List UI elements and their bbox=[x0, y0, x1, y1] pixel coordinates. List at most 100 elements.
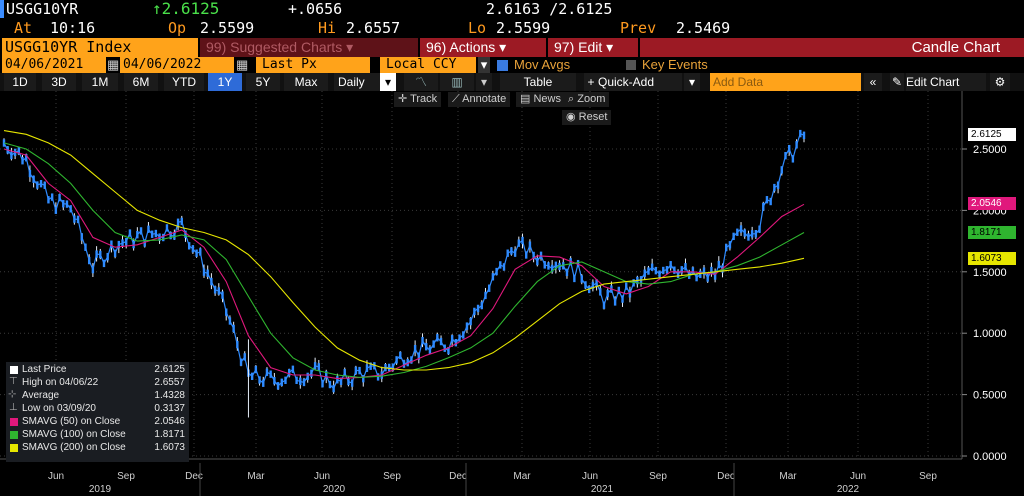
last-value-tag: 1.6073 bbox=[968, 251, 1016, 265]
reset-icon: ◉ bbox=[566, 111, 576, 123]
legend-name: High on 04/06/22 bbox=[22, 377, 99, 388]
legend-value: 1.6073 bbox=[154, 442, 185, 453]
legend-value: 2.6125 bbox=[154, 364, 185, 375]
frequency-select[interactable]: Daily bbox=[334, 73, 382, 91]
security-field[interactable]: USGG10YR Index bbox=[2, 38, 198, 57]
news-label: News bbox=[533, 93, 561, 105]
legend-row-average: ⊹ Average 1.4328 bbox=[6, 389, 189, 402]
mov-avgs-checkbox[interactable] bbox=[497, 60, 508, 71]
x-tick-month: Sep bbox=[919, 471, 937, 482]
period-5y[interactable]: 5Y bbox=[246, 73, 280, 91]
legend-row-high: ⊤ High on 04/06/22 2.6557 bbox=[6, 376, 189, 389]
period-1m[interactable]: 1M bbox=[82, 73, 118, 91]
sma-line bbox=[3, 142, 805, 378]
price-line bbox=[3, 132, 805, 390]
legend-value: 1.4328 bbox=[154, 390, 185, 401]
end-date-field[interactable]: 04/06/2022 bbox=[120, 57, 234, 73]
y-tick-label: 0.5000 bbox=[973, 390, 1007, 402]
x-tick-month: Mar bbox=[513, 471, 531, 482]
chevron-down-icon[interactable]: ▾ bbox=[380, 73, 396, 91]
period-1d[interactable]: 1D bbox=[4, 73, 36, 91]
field-select[interactable]: Last Px bbox=[256, 57, 370, 73]
price-change: +.0656 bbox=[288, 0, 343, 18]
legend-row-sma200: SMAVG (200) on Close 1.6073 bbox=[6, 442, 189, 454]
line-chart-icon[interactable]: 〽 bbox=[404, 73, 438, 91]
pencil-icon: ✎ bbox=[890, 73, 904, 91]
last-value-tag: 2.6125 bbox=[968, 128, 1016, 142]
zoom-label: Zoom bbox=[577, 93, 606, 105]
legend-row-last-price: Last Price 2.6125 bbox=[6, 364, 189, 376]
edit-menu[interactable]: 97) Edit ▾ bbox=[548, 38, 638, 57]
legend-name: Average bbox=[22, 390, 60, 401]
x-axis: Jun Sep Dec Mar Jun Sep Dec Mar Jun Sep Dec Mar Jun S… bbox=[48, 463, 937, 496]
actions-menu[interactable]: 96) Actions ▾ bbox=[420, 38, 546, 57]
calendar-icon[interactable]: ▦ bbox=[107, 57, 119, 72]
table-button[interactable]: Table bbox=[500, 73, 576, 91]
high-marker-icon: ⊤ bbox=[9, 376, 18, 387]
legend-name: Low on 03/09/20 bbox=[22, 403, 96, 414]
legend-value: 2.0546 bbox=[154, 416, 185, 427]
moving-averages bbox=[3, 130, 805, 380]
mov-avgs-label: Mov Avgs bbox=[514, 57, 571, 72]
chevron-down-icon[interactable]: ▾ bbox=[684, 73, 700, 91]
prev-label: Prev bbox=[620, 19, 657, 37]
collapse-icon[interactable]: « bbox=[864, 73, 882, 91]
period-6m[interactable]: 6M bbox=[124, 73, 158, 91]
currency-select[interactable]: Local CCY bbox=[380, 57, 476, 73]
reset-button[interactable]: ◉ Reset bbox=[562, 110, 612, 125]
x-tick-month: Jun bbox=[314, 471, 330, 482]
magnifier-icon: ⌕ bbox=[568, 93, 575, 105]
low-label: Lo bbox=[468, 19, 487, 37]
x-tick-month: Sep bbox=[117, 471, 135, 482]
start-date-field[interactable]: 04/06/2021 bbox=[2, 57, 106, 73]
low-price: 2.5599 bbox=[496, 19, 551, 37]
key-events-checkbox[interactable] bbox=[626, 60, 636, 70]
calendar-icon[interactable]: ▦ bbox=[236, 57, 248, 72]
legend-name: SMAVG (50) on Close bbox=[22, 416, 121, 427]
legend-value: 2.6557 bbox=[154, 377, 185, 388]
annotate-tool[interactable]: ⟋ Annotate bbox=[448, 92, 511, 107]
period-max[interactable]: Max bbox=[284, 73, 328, 91]
quote-header: USGG10YR ↑2.6125 +.0656 2.6163 /2.6125 A… bbox=[0, 0, 1024, 38]
candle-body bbox=[802, 131, 806, 140]
average-line-icon: ⊹ bbox=[8, 389, 17, 400]
high-label: Hi bbox=[318, 19, 337, 37]
track-tool[interactable]: ✛ Track bbox=[394, 92, 442, 107]
chart-legend: Last Price 2.6125 ⊤ High on 04/06/22 2.6… bbox=[6, 362, 189, 462]
period-1y[interactable]: 1Y bbox=[208, 73, 242, 91]
track-label: Track bbox=[410, 93, 438, 105]
square-icon bbox=[10, 366, 18, 374]
gear-icon[interactable]: ⚙ bbox=[990, 73, 1010, 91]
date-range-bar: 04/06/2021 ▦ 04/06/2022 ▦ Last Px Local … bbox=[0, 57, 1024, 73]
reset-label: Reset bbox=[578, 111, 608, 123]
chevron-down-icon[interactable]: ▾ bbox=[478, 57, 490, 73]
news-tool[interactable]: ▤ News bbox=[516, 92, 565, 107]
zoom-tool[interactable]: ⌕ Zoom bbox=[564, 92, 610, 107]
add-data-input[interactable]: Add Data bbox=[710, 73, 861, 91]
x-tick-year: 2021 bbox=[591, 484, 614, 495]
legend-value: 0.3137 bbox=[154, 403, 185, 414]
period-ytd[interactable]: YTD bbox=[164, 73, 204, 91]
square-icon bbox=[10, 418, 18, 426]
time-label: At bbox=[14, 19, 33, 37]
square-icon bbox=[10, 444, 18, 452]
edit-chart-button[interactable]: Edit Chart bbox=[906, 73, 986, 91]
news-icon: ▤ bbox=[520, 93, 531, 105]
x-tick-year: 2019 bbox=[89, 484, 112, 495]
period-3d[interactable]: 3D bbox=[42, 73, 76, 91]
bid-ask: 2.6163 /2.6125 bbox=[486, 0, 613, 18]
ticker-marker bbox=[0, 0, 4, 18]
legend-name: Last Price bbox=[22, 364, 67, 375]
suggested-charts-menu[interactable]: 99) Suggested Charts ▾ bbox=[200, 38, 418, 57]
bar-chart-icon[interactable]: ▥ bbox=[440, 73, 474, 91]
quick-add-button[interactable]: Quick-Add bbox=[598, 73, 682, 91]
x-tick-year: 2020 bbox=[323, 484, 346, 495]
chevron-down-icon[interactable]: ▾ bbox=[476, 73, 492, 91]
x-tick-year: 2022 bbox=[837, 484, 860, 495]
key-events-label: Key Events bbox=[642, 57, 708, 72]
x-tick-month: Sep bbox=[383, 471, 401, 482]
annotate-label: Annotate bbox=[462, 93, 507, 105]
last-value-tag: 2.0546 bbox=[968, 196, 1016, 210]
period-toolbar: 1D 3D 1M 6M YTD 1Y 5Y Max Daily ▾ 〽 ▥ ▾ … bbox=[0, 73, 1024, 91]
